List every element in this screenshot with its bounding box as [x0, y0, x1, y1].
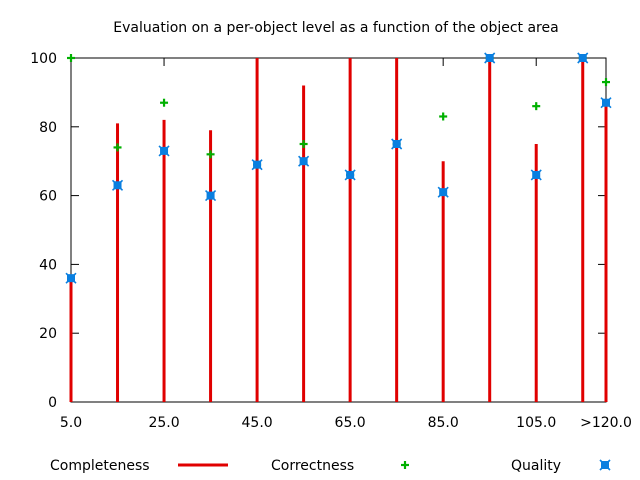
completeness-series [69, 58, 608, 402]
y-tick-label: 20 [39, 326, 57, 342]
quality-cross-b [437, 186, 449, 198]
legend: Completeness Correctness Quality [50, 458, 611, 474]
y-tick-label: 100 [30, 51, 57, 67]
quality-cross-b [111, 179, 124, 191]
chart-title: Evaluation on a per-object level as a fu… [113, 20, 558, 36]
quality-point [204, 190, 217, 202]
correctness-point [113, 143, 122, 152]
legend-key-quality [599, 459, 611, 471]
legend-label-correctness: Correctness [271, 458, 354, 474]
legend-label-completeness: Completeness [50, 458, 150, 474]
y-tick-label: 60 [39, 189, 57, 205]
quality-point [484, 52, 496, 64]
quality-cross-b [600, 97, 612, 109]
legend-label-quality: Quality [511, 458, 561, 474]
legend-key-correctness [401, 461, 409, 469]
quality-point [65, 272, 77, 284]
x-tick-label: 65.0 [335, 415, 366, 431]
x-tick-label: 85.0 [428, 415, 459, 431]
correctness-point [67, 54, 75, 62]
x-tick-label: 105.0 [516, 415, 556, 431]
quality-series [65, 52, 612, 284]
quality-point [437, 186, 449, 198]
quality-cross-b [158, 145, 170, 157]
quality-point [530, 169, 542, 181]
x-tick-label: >120.0 [580, 415, 632, 431]
correctness-point [532, 102, 541, 111]
correctness-point [299, 140, 308, 148]
quality-point [391, 138, 403, 150]
quality-point [298, 155, 310, 167]
correctness-point [439, 112, 448, 121]
quality-cross-b [577, 52, 589, 64]
correctness-point [160, 98, 169, 107]
x-tick-label: 45.0 [242, 415, 273, 431]
quality-cross-b [484, 52, 496, 64]
quality-point [251, 159, 263, 171]
quality-cross-b [599, 459, 611, 471]
y-tick-label: 0 [48, 395, 57, 411]
x-axis: 5.0 25.0 45.0 65.0 85.0 105.0 >120.0 [60, 58, 632, 431]
quality-cross-b [298, 155, 310, 167]
correctness-series [67, 54, 610, 179]
quality-cross-b [530, 169, 542, 181]
quality-cross-b [204, 190, 217, 202]
quality-point [111, 179, 124, 191]
quality-cross-b [344, 169, 356, 181]
series-layer [65, 52, 612, 402]
y-tick-label: 40 [39, 257, 57, 273]
plot-frame [70, 57, 607, 403]
quality-cross-b [65, 272, 77, 284]
quality-point [577, 52, 589, 64]
correctness-point [602, 78, 610, 87]
x-tick-label: 25.0 [148, 415, 179, 431]
correctness-point [206, 150, 215, 159]
quality-point [344, 169, 356, 181]
quality-point [158, 145, 170, 157]
y-tick-label: 80 [39, 120, 57, 136]
quality-cross-b [391, 138, 403, 150]
quality-point [600, 97, 612, 109]
x-tick-label: 5.0 [60, 415, 82, 431]
y-axis: 0 20 40 60 80 100 [30, 51, 606, 411]
quality-cross-b [251, 159, 263, 171]
